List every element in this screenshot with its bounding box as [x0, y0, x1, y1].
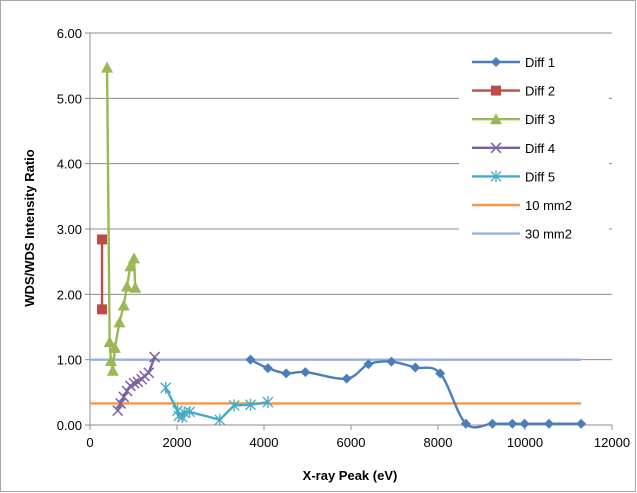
data-point-diff-1: [363, 359, 374, 370]
data-point-diff-1: [543, 418, 554, 429]
data-point-diff-1: [410, 362, 421, 373]
legend-background: [459, 47, 609, 252]
y-tick-label: 1.00: [57, 353, 82, 368]
data-point-diff-3: [106, 364, 119, 376]
legend-item-10-mm2: 10 mm2: [472, 198, 572, 213]
data-point-diff-3: [129, 281, 142, 293]
series-diff-1: [245, 354, 587, 429]
x-tick-label: 12000: [594, 435, 630, 450]
legend-item-diff-2: Diff 2: [472, 84, 555, 99]
data-point-diff-3: [101, 61, 114, 73]
legend-item-diff-3: Diff 3: [472, 112, 555, 127]
legend-label-diff-5: Diff 5: [525, 169, 555, 184]
legend-label-diff-4: Diff 4: [525, 141, 555, 156]
data-point-diff-5: [214, 413, 226, 426]
data-point-diff-5: [184, 405, 196, 418]
data-point-diff-3: [128, 252, 141, 264]
x-tick-label: 8000: [424, 435, 453, 450]
data-point-diff-4: [118, 391, 130, 403]
data-point-diff-1: [386, 356, 397, 367]
data-point-diff-3: [113, 316, 126, 328]
data-point-diff-5: [245, 398, 257, 411]
data-point-diff-2: [97, 304, 108, 315]
legend-item-diff-5: Diff 5: [472, 169, 555, 184]
x-tick-label: 10000: [507, 435, 543, 450]
legend: Diff 1 Diff 2 Diff 3 Diff 4 Diff 5 10 mm2 30 m…: [472, 55, 572, 242]
series-diff-3: [101, 61, 142, 376]
y-tick-label: 3.00: [57, 222, 82, 237]
legend-item-30-mm2: 30 mm2: [472, 227, 572, 242]
data-point-diff-4: [149, 351, 161, 363]
data-point-diff-1: [460, 418, 471, 429]
y-tick-label: 5.00: [57, 91, 82, 106]
series-diff-5: [160, 381, 274, 426]
legend-marker-diff-1: [491, 57, 501, 67]
y-tick-label: 2.00: [57, 287, 82, 302]
series-diff-2: [97, 234, 108, 315]
y-tick-label: 0.00: [57, 418, 82, 433]
legend-label-10-mm2: 10 mm2: [525, 198, 572, 213]
data-point-diff-1: [435, 368, 446, 379]
x-tick-label: 2000: [163, 435, 192, 450]
data-point-diff-1: [300, 367, 311, 378]
data-point-diff-1: [487, 418, 498, 429]
legend-item-diff-1: Diff 1: [472, 55, 555, 70]
plot-series: [90, 61, 587, 429]
data-point-diff-3: [117, 299, 130, 311]
legend-marker-diff-2: [491, 85, 501, 96]
y-tick-label: 6.00: [57, 26, 82, 41]
data-point-diff-4: [128, 377, 140, 389]
data-point-diff-1: [281, 368, 292, 379]
legend-item-diff-4: Diff 4: [472, 141, 555, 156]
data-point-diff-4: [112, 405, 124, 417]
data-point-diff-3: [103, 336, 116, 348]
legend-marker-diff-4: [490, 142, 502, 154]
data-point-diff-5: [160, 381, 172, 394]
data-point-diff-1: [576, 418, 587, 429]
data-point-diff-5: [262, 396, 274, 409]
legend-label-diff-2: Diff 2: [525, 84, 555, 99]
data-point-diff-3: [124, 260, 137, 272]
data-point-diff-1: [519, 418, 530, 429]
x-axis-title: X-ray Peak (eV): [303, 468, 398, 483]
data-point-diff-3: [104, 354, 117, 366]
series-diff-4: [112, 351, 161, 417]
legend-label-diff-3: Diff 3: [525, 112, 555, 127]
y-axis-title: WDS/WDS Intensity Ratio: [22, 149, 37, 307]
data-point-diff-2: [97, 234, 108, 245]
legend-label-30-mm2: 30 mm2: [525, 227, 572, 242]
x-tick-label: 4000: [250, 435, 279, 450]
data-point-diff-4: [115, 397, 127, 409]
legend-marker-diff-5: [490, 170, 502, 183]
data-point-diff-1: [262, 363, 273, 374]
data-point-diff-1: [507, 418, 518, 429]
data-point-diff-3: [120, 280, 133, 292]
data-point-diff-1: [245, 354, 256, 365]
x-tick-label: 0: [86, 435, 93, 450]
legend-marker-diff-3: [490, 113, 502, 125]
legend-label-diff-1: Diff 1: [525, 55, 555, 70]
data-point-diff-3: [108, 341, 121, 353]
data-point-diff-4: [143, 367, 155, 379]
x-tick-label: 6000: [337, 435, 366, 450]
y-tick-label: 4.00: [57, 157, 82, 172]
axes: 0.00 1.00 2.00 3.00 4.00 5.00 6.00 0 2000 4000 600…: [57, 26, 630, 450]
data-point-diff-1: [341, 373, 352, 384]
data-point-diff-5: [228, 399, 240, 412]
